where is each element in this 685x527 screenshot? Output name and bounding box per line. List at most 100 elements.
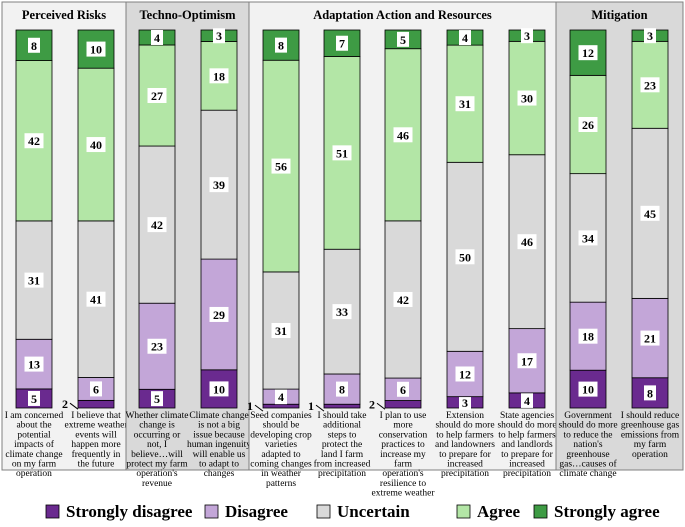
data-label: 10 [582,383,594,397]
data-label: 5 [31,392,37,406]
data-label: 2 [62,397,68,411]
data-label: 8 [31,39,37,53]
data-label-box [578,117,598,132]
leader-line [254,404,264,412]
data-label: 10 [213,382,225,396]
data-label: 29 [213,308,225,322]
bar-segment-strongly-disagree [384,400,422,409]
data-label-box [213,28,225,44]
leader-line [69,402,79,410]
data-label: 26 [582,118,594,132]
category-label: Climate change is not a big issue because h… [187,411,251,479]
bar-segment-agree [446,44,484,163]
data-label-box [397,381,409,397]
data-label-box [275,37,287,53]
data-label-box [209,306,229,322]
legend-swatch-uncertain [316,504,331,519]
data-label-box [24,133,44,149]
category-label: Whether climate change is occurring or not,… [125,411,188,489]
data-label-box [24,272,44,288]
legend-label-strongly-agree: Strongly agree [554,502,660,521]
data-label-box [644,28,656,44]
data-label-box [86,137,106,153]
data-label-box [147,338,167,354]
category-label: I believe that extreme weather events will… [64,411,128,470]
data-label-box [332,304,352,320]
data-label-box [90,381,102,397]
data-label-box [459,394,471,410]
data-label-box [521,28,533,44]
data-label: 50 [459,250,471,264]
bar-segment-strongly-disagree [262,403,300,409]
data-label: 12 [459,367,471,381]
data-label: 34 [582,231,594,245]
data-label: 23 [151,340,163,354]
data-label: 7 [339,37,345,51]
data-label-box [517,90,537,106]
category-label: Extension should do more to help farmers an… [435,411,495,479]
data-label: 41 [90,293,102,307]
data-label: 5 [154,392,160,406]
data-label: 21 [644,332,656,346]
data-label: 1 [247,399,253,413]
data-label-box [517,353,537,369]
data-label-box [151,391,163,407]
data-label-box [209,177,229,193]
legend-label-agree: Agree [477,502,521,521]
data-label: 33 [336,305,348,319]
data-label: 8 [647,386,653,400]
data-label: 8 [339,383,345,397]
panel-title-4: Mitigation [591,8,647,22]
category-label: Seed companies should be developing crop va… [250,411,312,489]
data-label-box [24,356,44,372]
data-label-box [455,366,475,382]
data-label: 18 [213,69,225,83]
data-label: 46 [397,128,409,142]
data-label-box [393,127,413,143]
data-label-box [336,381,348,397]
data-label: 17 [521,354,533,368]
bar-segment-agree [631,40,669,129]
data-label: 6 [93,382,99,396]
data-label-box [578,230,598,246]
data-label: 42 [151,218,163,232]
data-label: 31 [28,274,40,288]
data-label: 8 [278,39,284,53]
bar-segment-strongly-disagree [323,403,361,409]
data-label: 2 [369,397,375,411]
data-label-box [640,77,660,93]
data-label: 4 [524,394,530,408]
legend-label-strongly-disagree: Strongly disagree [66,502,193,521]
data-label: 31 [275,324,287,338]
data-label-box [275,389,287,405]
data-label: 51 [336,146,348,160]
category-label: I should reduce greenhouse gas emissions f… [621,411,680,460]
data-label: 31 [459,97,471,111]
data-label: 42 [397,293,409,307]
data-label: 18 [582,330,594,344]
panel-title-2: Techno-Optimism [139,8,236,22]
data-label: 23 [644,78,656,92]
bar-segment-disagree [15,338,53,390]
category-label: I plan to use more conservation practices t… [371,411,435,499]
data-label-box [209,68,229,84]
data-label-box [455,249,475,265]
legend-swatch-strongly-agree [533,504,548,519]
bar-segment-strongly-disagree [77,399,115,409]
data-label-box [521,392,533,408]
category-label: I should take additional steps to protect t… [314,411,371,479]
data-label: 3 [647,29,653,43]
leader-line [315,404,325,412]
data-label: 3 [462,396,468,410]
data-label-box [578,328,598,344]
panel-title-3: Adaptation Action and Resources [313,8,492,22]
data-label-box [517,234,537,250]
data-label: 27 [151,89,163,103]
data-label: 3 [524,29,530,43]
leader-line [376,402,386,410]
data-label: 6 [400,383,406,397]
legend-label-disagree: Disagree [225,502,288,521]
category-label: I am concerned about the potential impacts … [5,411,64,479]
legend-label-uncertain: Uncertain [337,502,410,521]
